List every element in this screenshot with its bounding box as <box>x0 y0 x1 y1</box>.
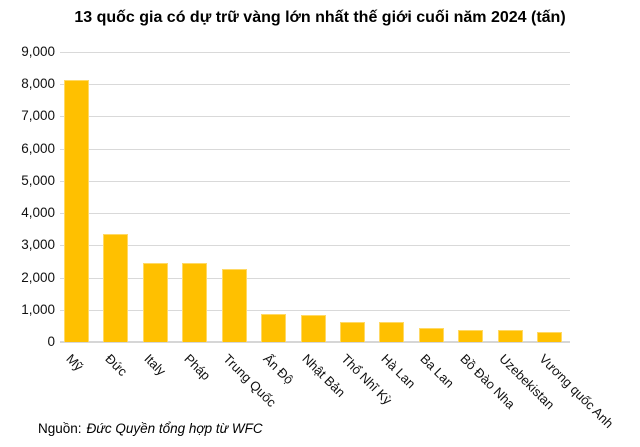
plot-area <box>60 52 570 343</box>
source-label: Nguồn: <box>38 421 82 436</box>
bar-Trung Quốc <box>221 268 247 342</box>
bar-Uzebekistan <box>497 329 523 342</box>
gridline <box>60 245 570 247</box>
x-axis-line <box>60 341 570 343</box>
bar-Bồ Đào Nha <box>458 329 484 342</box>
x-tick-label-Ba Lan: Ba Lan <box>417 351 458 391</box>
y-tick-label: 8,000 <box>21 76 55 92</box>
bar-Hà Lan <box>379 322 405 342</box>
bar-Ba Lan <box>418 327 444 342</box>
x-tick-label-Mỹ: Mỹ <box>62 351 86 374</box>
y-tick-label: 6,000 <box>21 140 55 156</box>
y-tick-label: 4,000 <box>21 205 55 221</box>
x-tick-label-Ấn Độ: Ấn Độ <box>259 351 297 388</box>
bar-Đức <box>103 234 129 342</box>
gridline <box>60 309 570 311</box>
x-tick-label-Hà Lan: Hà Lan <box>378 351 419 392</box>
bar-Pháp <box>182 263 208 342</box>
gridline <box>60 213 570 215</box>
y-tick-label: 5,000 <box>21 172 55 188</box>
y-tick-label: 7,000 <box>21 108 55 124</box>
y-tick-label: 3,000 <box>21 237 55 253</box>
bar-Italy <box>142 263 168 342</box>
gridline <box>60 116 570 118</box>
y-tick-label: 0 <box>47 334 55 349</box>
bar-Vương quốc Anh <box>537 332 563 342</box>
x-tick-label-Pháp: Pháp <box>181 351 214 384</box>
x-tick-label-Đức: Đức <box>102 351 131 379</box>
gridline <box>60 148 570 150</box>
gridline <box>60 277 570 279</box>
bar-Ấn Độ <box>261 313 287 342</box>
x-tick-label-Italy: Italy <box>141 351 170 379</box>
gridline <box>60 180 570 182</box>
chart-title: 13 quốc gia có dự trữ vàng lớn nhất thế … <box>74 9 566 26</box>
y-tick-label: 1,000 <box>21 301 55 317</box>
bar-Mỹ <box>64 79 89 342</box>
bar-Nhật Bản <box>300 314 326 342</box>
gridline <box>60 52 570 53</box>
bar-Thổ Nhĩ Kỳ <box>339 322 365 342</box>
y-tick-label: 2,000 <box>21 269 55 285</box>
source-line: Nguồn: Đức Quyền tổng hợp từ WFC <box>38 421 263 436</box>
y-tick-label: 9,000 <box>21 44 55 59</box>
source-credit: Đức Quyền tổng hợp từ WFC <box>86 421 263 436</box>
gridline <box>60 84 570 86</box>
